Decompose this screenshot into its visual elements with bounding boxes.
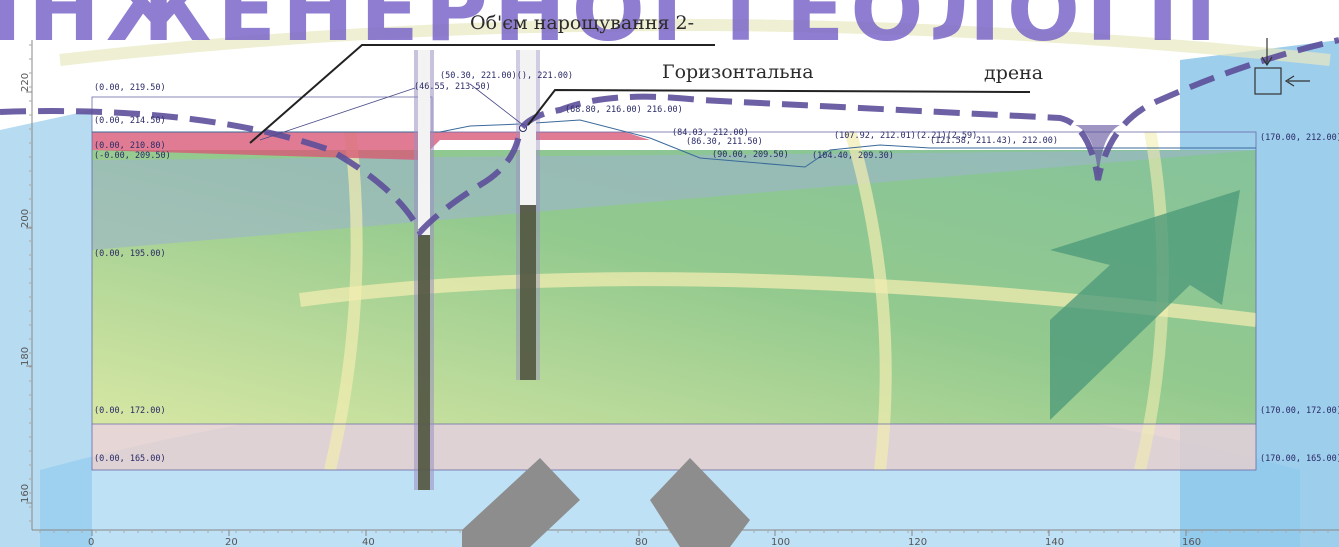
x-tick-label: 100: [771, 537, 790, 547]
annotation-horizontal: Горизонтальна: [662, 61, 814, 83]
y-tick-label: 180: [20, 347, 31, 366]
y-tick-label: 200: [20, 209, 31, 228]
x-tick-label: 140: [1045, 537, 1064, 547]
well-left: [414, 50, 434, 490]
depression-curve: [0, 37, 1339, 238]
diamond-right: [650, 458, 750, 547]
x-tick-label: 0: [88, 537, 94, 547]
point-label: (-0.00, 209.50): [94, 151, 171, 161]
point-labels: (0.00, 219.50) (0.00, 214.50) (0.00, 210…: [94, 71, 1339, 464]
point-label: (104.40, 209.30): [812, 151, 894, 161]
x-tick-label: 160: [1182, 537, 1201, 547]
point-label: (170.00, 212.00): [1260, 133, 1339, 143]
diamond-left: [462, 458, 580, 547]
point-label: (84.03, 212.00): [672, 128, 749, 138]
point-label: (0.00, 219.50): [94, 83, 166, 93]
upper-wedge: [92, 150, 1256, 250]
point-label: (0.00, 214.50): [94, 116, 166, 126]
watermark-text: ІНЖЕНЕРНОЇ ГЕОЛОГІЇ: [0, 0, 1223, 61]
thin-leaders: [259, 83, 524, 141]
flow-arrow: [1050, 190, 1240, 420]
point-label: (90.00, 209.50): [712, 150, 789, 160]
drain-depression: [1075, 125, 1120, 185]
annotation-volume: Об'єм нарощування 2-: [470, 12, 694, 34]
point-label: (0.00, 172.00): [94, 406, 166, 416]
x-tick-label: 40: [362, 537, 375, 547]
point-label: (0.00, 195.00): [94, 249, 166, 259]
x-tick-label: 80: [635, 537, 648, 547]
y-tick-label: 220: [20, 73, 31, 92]
point-label: (46.55, 213.50): [414, 82, 491, 92]
well-right: [516, 50, 540, 380]
embankment-fill: [92, 132, 650, 160]
x-tick-label: 120: [908, 537, 927, 547]
point-label: (0.00, 165.00): [94, 454, 166, 464]
model-region: [92, 132, 1256, 470]
drain-symbol-icon: [1254, 38, 1310, 95]
point-label: (107.92, 212.01)(2.21)(2.59): [834, 131, 977, 141]
point-label: (121.58, 211.43), 212.00): [930, 136, 1058, 146]
point-label: (170.00, 165.00): [1260, 454, 1339, 464]
y-ticks: 220 200 180 160: [20, 44, 32, 522]
x-tick-label: 20: [225, 537, 238, 547]
point-label: (50.30, 221.00)(), 221.00): [440, 71, 573, 81]
y-tick-label: 160: [20, 484, 31, 503]
annotation-drain: дрена: [984, 62, 1043, 84]
point-label: (0.00, 210.80): [94, 141, 166, 151]
ground-surface: [92, 119, 1256, 168]
point-label: (86.30, 211.50): [686, 137, 763, 147]
annotation-leaders: [249, 44, 1031, 144]
point-label: (68.80, 216.00) 216.00): [565, 105, 683, 115]
point-label: (170.00, 172.00): [1260, 406, 1339, 416]
bottom-layer: [92, 424, 1256, 470]
blue-wedge-left: [0, 110, 92, 547]
left-axis: 220 200 180 160: [20, 40, 33, 530]
